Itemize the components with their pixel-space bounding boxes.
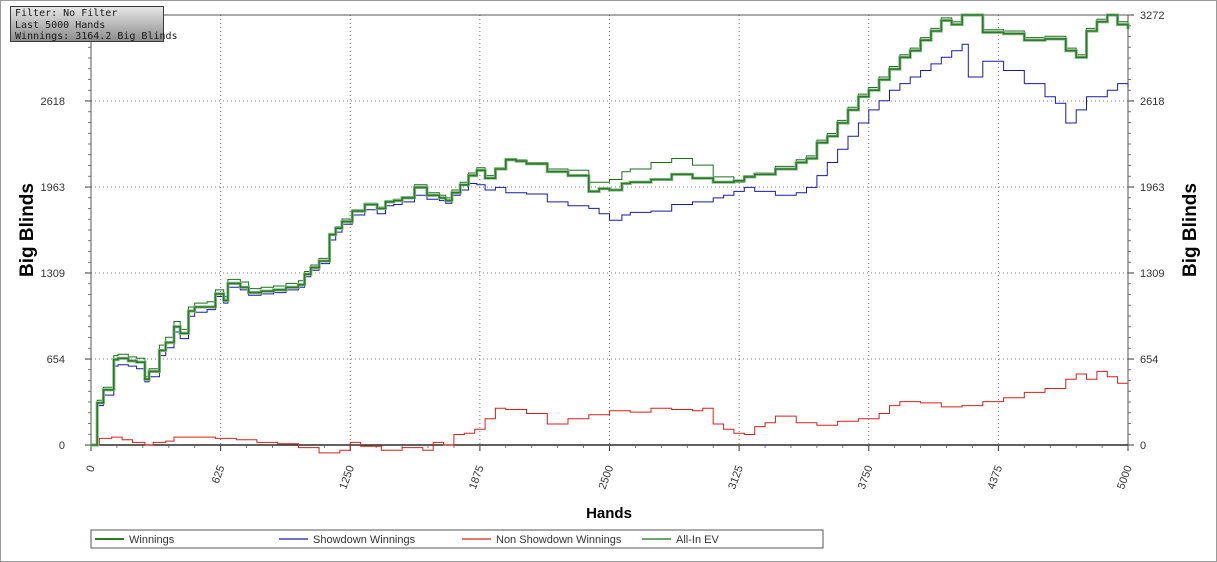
legend-box xyxy=(90,529,824,549)
x-tick-label: 1250 xyxy=(337,464,357,491)
grid xyxy=(91,15,1128,445)
x-tick-label: 0 xyxy=(84,464,97,474)
legend-label-winnings: Winnings xyxy=(129,534,175,546)
legend-label-non-showdown-winnings: Non Showdown Winnings xyxy=(496,534,622,546)
x-tick-label: 4375 xyxy=(986,464,1006,491)
x-tick-label: 2500 xyxy=(597,464,617,491)
legend: Winnings Showdown Winnings Non Showdown Wi… xyxy=(90,529,824,549)
legend-label-showdown-winnings: Showdown Winnings xyxy=(313,534,416,546)
series-line-winnings xyxy=(91,14,1129,446)
right-axis: 0 654 1309 1963 2618 3272 xyxy=(1128,10,1164,452)
hands-range-line: Last 5000 Hands xyxy=(15,19,106,31)
winnings-line: Winnings: 3164.2 Big Blinds xyxy=(15,31,178,42)
y-axis-label-right: Big Blinds xyxy=(1180,183,1201,277)
series-line-non-showdown-winnings xyxy=(91,370,1129,454)
y-tick-label-right: 2618 xyxy=(1140,96,1164,108)
x-tick-label: 3125 xyxy=(726,464,746,491)
y-tick-label-right: 3272 xyxy=(1140,10,1164,22)
x-tick-label: 625 xyxy=(210,464,228,485)
x-tick-label: 1875 xyxy=(467,464,487,491)
y-tick-label-right: 1963 xyxy=(1140,182,1164,194)
y-tick-label-left: 2618 xyxy=(41,96,65,108)
y-tick-label-left: 1963 xyxy=(41,182,65,194)
x-tick-label: 3750 xyxy=(856,464,876,491)
series-lines xyxy=(91,13,1130,454)
filter-line: Filter: No Filter xyxy=(15,8,118,19)
y-tick-label-left: 0 xyxy=(59,440,65,452)
y-tick-label-right: 654 xyxy=(1140,354,1158,366)
y-tick-label-left: 1309 xyxy=(41,268,65,280)
x-axis-label: Hands xyxy=(586,505,632,522)
legend-label-all-in-ev: All-In EV xyxy=(676,534,719,546)
y-tick-label-right: 1309 xyxy=(1140,268,1164,280)
y-tick-label-left: 654 xyxy=(47,354,65,366)
x-tick-label: 5000 xyxy=(1115,464,1135,491)
y-axis-label-left: Big Blinds xyxy=(17,183,38,277)
filter-info-box: Filter: No Filter Last 5000 Hands Winnin… xyxy=(10,6,178,42)
series-line-showdown-winnings xyxy=(91,43,1129,446)
bottom-axis: 0 625 1250 1875 2500 3125 3750 4375 5000 xyxy=(84,445,1135,491)
y-tick-label-right: 0 xyxy=(1140,440,1146,452)
